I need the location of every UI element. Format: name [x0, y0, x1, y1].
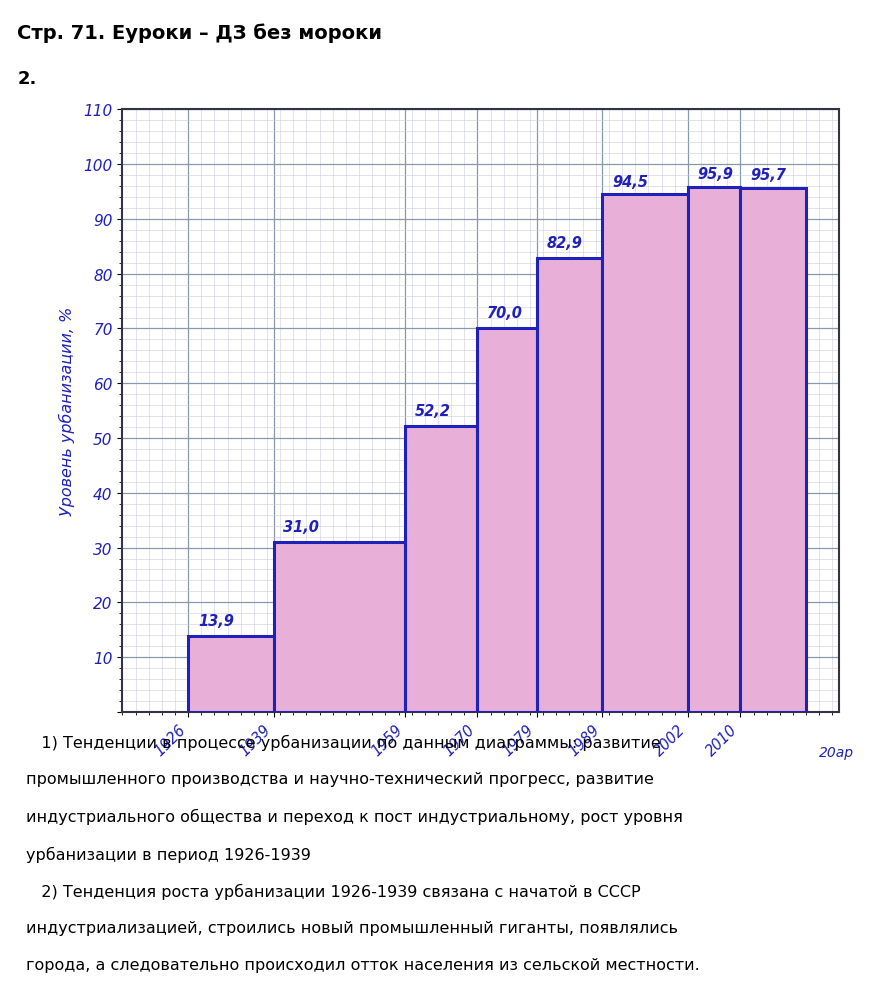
Text: 70,0: 70,0 — [488, 306, 524, 321]
Text: 20ар: 20ар — [819, 745, 854, 759]
Bar — [274, 543, 405, 712]
Text: 2.: 2. — [17, 70, 37, 88]
Text: 2) Тенденция роста урбанизации 1926-1939 связана с начатой в СССР: 2) Тенденция роста урбанизации 1926-1939… — [26, 883, 641, 899]
Text: 1) Тенденции в процессе урбанизации по данным диаграммы: развитие: 1) Тенденции в процессе урбанизации по д… — [26, 734, 661, 750]
Text: 13,9: 13,9 — [198, 613, 234, 628]
Bar — [740, 189, 806, 712]
Bar — [405, 426, 477, 712]
Text: индустриализацией, строились новый промышленный гиганты, появлялись: индустриализацией, строились новый промы… — [26, 920, 678, 935]
Text: 52,2: 52,2 — [415, 403, 451, 418]
Bar — [537, 259, 602, 712]
Bar — [602, 196, 688, 712]
Text: города, а следовательно происходил отток населения из сельской местности.: города, а следовательно происходил отток… — [26, 957, 700, 972]
Text: 82,9: 82,9 — [546, 236, 582, 251]
Text: индустриального общества и переход к пост индустриальному, рост уровня: индустриального общества и переход к пос… — [26, 808, 683, 824]
Y-axis label: Уровень урбанизации, %: Уровень урбанизации, % — [59, 307, 75, 516]
Bar — [477, 329, 537, 712]
Bar — [188, 636, 274, 712]
Text: промышленного производства и научно-технический прогресс, развитие: промышленного производства и научно-техн… — [26, 771, 654, 786]
Text: 31,0: 31,0 — [283, 520, 319, 535]
Bar — [688, 188, 740, 712]
Text: Стр. 71. Еуроки – ДЗ без мороки: Стр. 71. Еуроки – ДЗ без мороки — [17, 23, 383, 42]
Text: 95,9: 95,9 — [697, 168, 733, 182]
Text: урбанизации в период 1926-1939: урбанизации в период 1926-1939 — [26, 846, 311, 862]
Text: 95,7: 95,7 — [750, 169, 786, 184]
Text: 94,5: 94,5 — [612, 175, 649, 190]
